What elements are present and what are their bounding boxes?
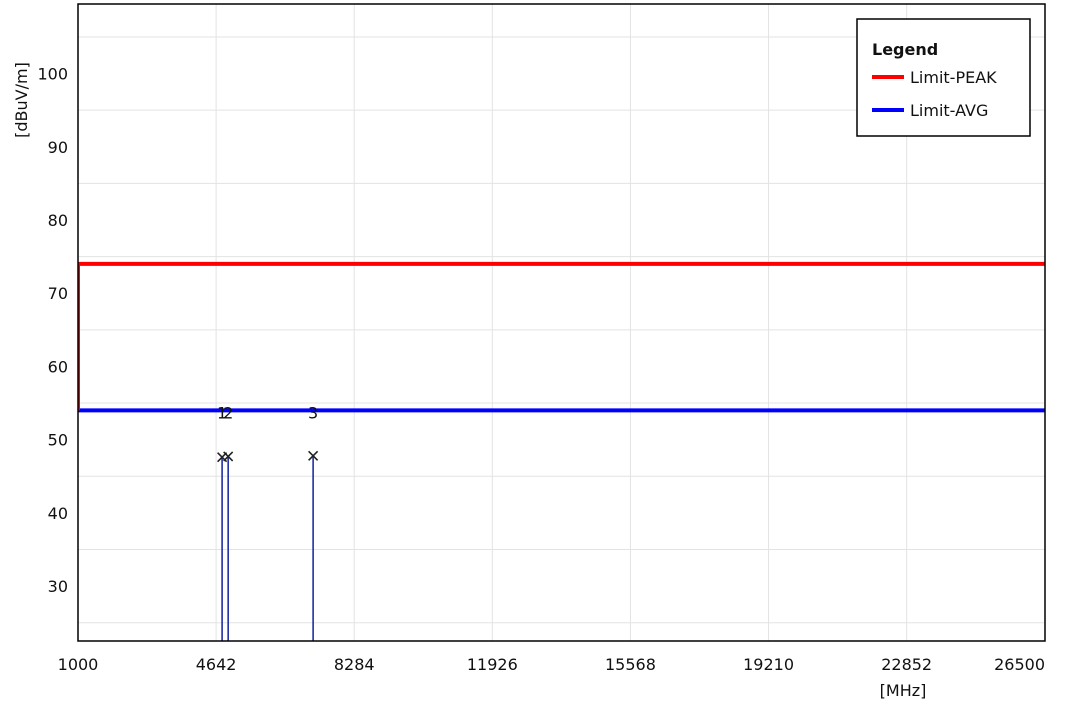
y-tick-labels: 30 40 50 60 70 80 90 100 bbox=[37, 65, 68, 597]
marker-label-1: 1 bbox=[217, 403, 227, 422]
x-tick-label: 19210 bbox=[743, 655, 794, 674]
legend-label-limit-peak: Limit-PEAK bbox=[910, 68, 997, 87]
x-axis-label: [MHz] bbox=[880, 681, 927, 700]
marker-label-3: 3 bbox=[308, 403, 318, 422]
y-tick-label: 90 bbox=[48, 138, 68, 157]
y-tick-label: 50 bbox=[48, 431, 68, 450]
x-tick-label: 4642 bbox=[196, 655, 237, 674]
y-tick-label: 100 bbox=[37, 65, 68, 84]
legend: Legend Limit-PEAK Limit-AVG bbox=[856, 18, 1031, 137]
series-layer bbox=[78, 261, 1045, 413]
x-tick-label: 22852 bbox=[881, 655, 932, 674]
x-tick-label: 1000 bbox=[58, 655, 99, 674]
marker-point-3 bbox=[308, 450, 319, 461]
x-tick-label: 11926 bbox=[467, 655, 518, 674]
y-tick-label: 70 bbox=[48, 284, 68, 303]
x-tick-labels: 1000 4642 8284 11926 15568 19210 22852 26500 bbox=[58, 655, 1045, 674]
y-tick-label: 40 bbox=[48, 504, 68, 523]
x-tick-label: 8284 bbox=[334, 655, 375, 674]
x-tick-label: 26500 bbox=[994, 655, 1045, 674]
y-tick-label: 80 bbox=[48, 211, 68, 230]
marker-point-2 bbox=[223, 451, 234, 462]
legend-label-limit-avg: Limit-AVG bbox=[910, 101, 988, 120]
y-tick-label: 30 bbox=[48, 577, 68, 596]
markers-layer: 12 3 bbox=[217, 403, 318, 641]
x-tick-label: 15568 bbox=[605, 655, 656, 674]
marker-label-2: 2 bbox=[223, 403, 233, 422]
plot-frame bbox=[77, 3, 1046, 642]
y-tick-label: 60 bbox=[48, 357, 68, 376]
y-axis-label: [dBuV/m] bbox=[12, 62, 31, 138]
legend-title: Legend bbox=[872, 40, 938, 59]
